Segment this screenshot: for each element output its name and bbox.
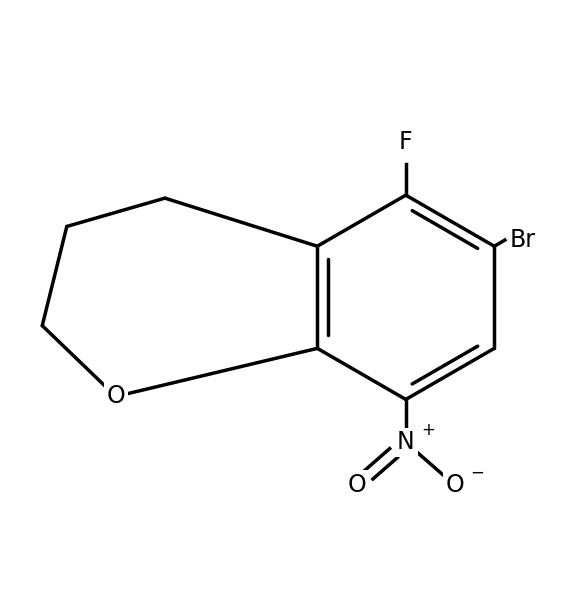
Text: +: + bbox=[421, 421, 435, 439]
Text: F: F bbox=[399, 130, 413, 154]
Text: O: O bbox=[106, 384, 125, 408]
Text: O: O bbox=[446, 473, 464, 497]
Text: N: N bbox=[397, 430, 415, 454]
Text: O: O bbox=[348, 473, 366, 497]
Text: −: − bbox=[470, 464, 484, 482]
Text: Br: Br bbox=[510, 228, 536, 252]
